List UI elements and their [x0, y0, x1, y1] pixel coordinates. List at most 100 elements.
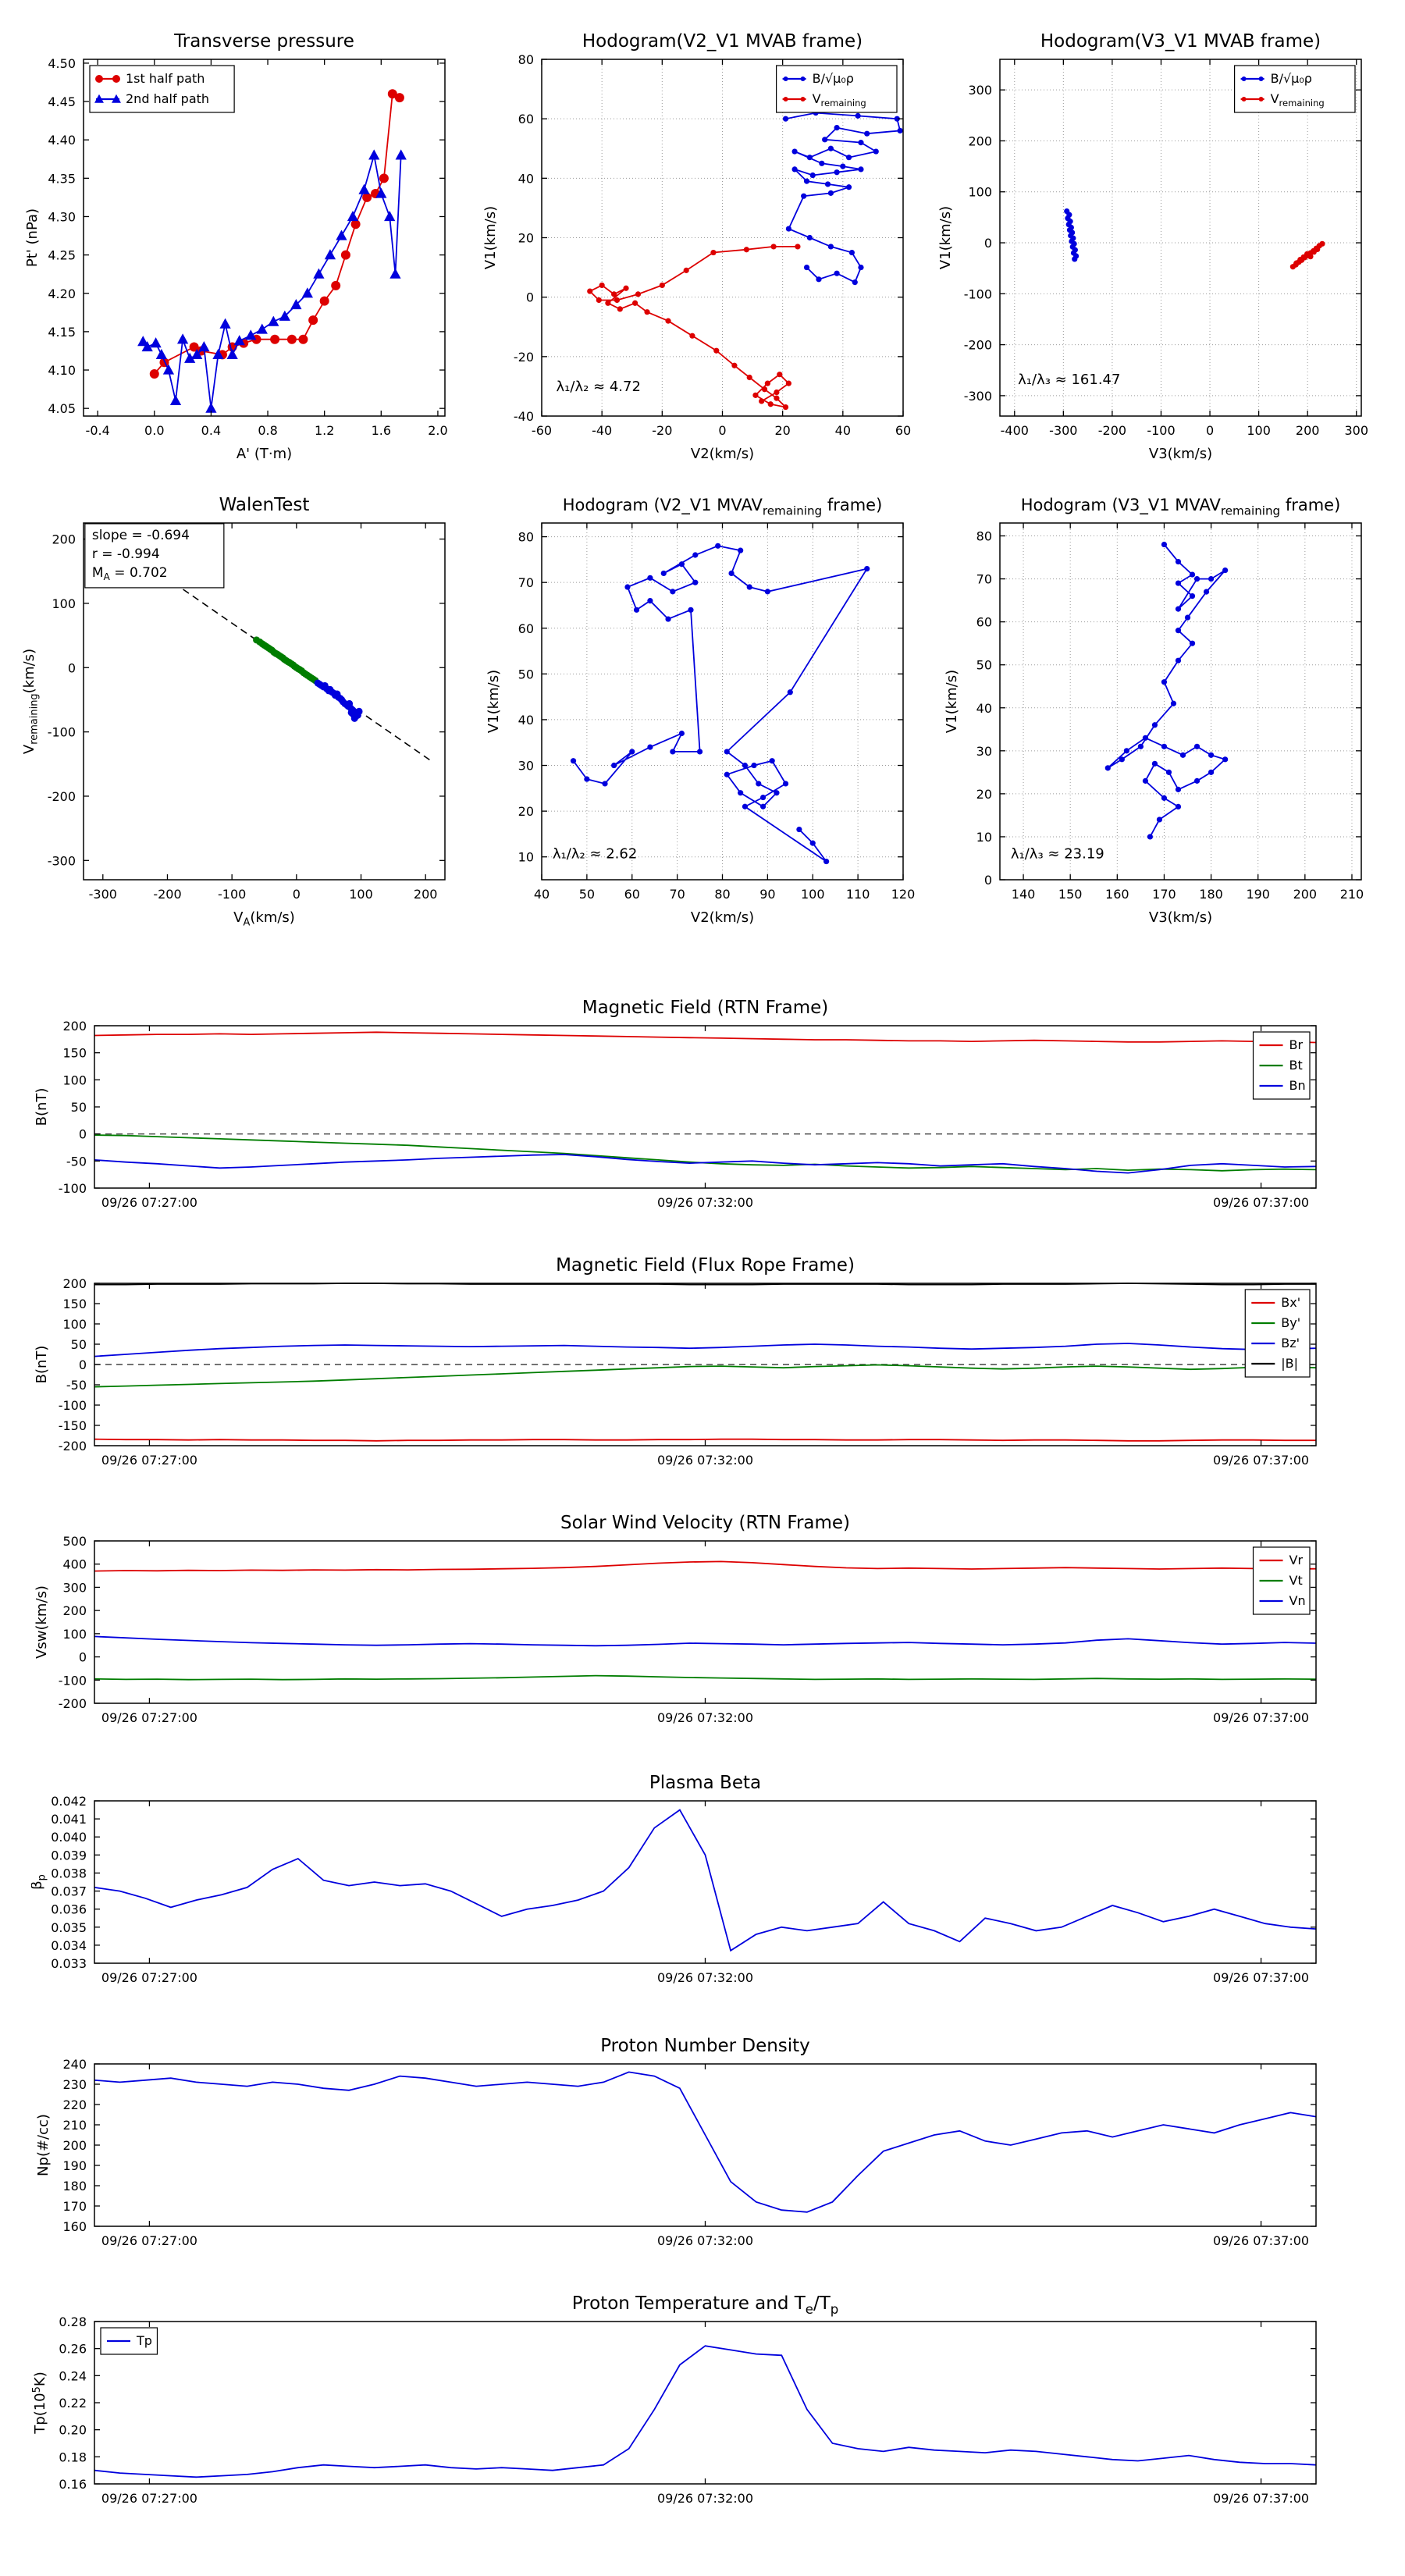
proton-temp-legend: Tp [100, 2327, 158, 2355]
vsw-rtn-svg: 09/26 07:27:00 09/26 07:32:00 09/26 07:37:… [34, 1513, 1317, 1725]
dot-marker [692, 552, 699, 558]
vsw-rtn-ytick-0: -200 [59, 1696, 87, 1711]
dot-marker [800, 97, 806, 101]
hodogram-v2v1-mvav-ytick-6: 70 [518, 575, 534, 590]
walen-test-ylabel: Vremaining(km/s) [21, 649, 41, 754]
triangle-marker [358, 183, 370, 194]
dot-marker [1208, 575, 1215, 582]
dot-marker [611, 291, 617, 297]
proton-temp-xtick-1: 09/26 07:32:00 [657, 2491, 753, 2506]
vsw-rtn-ytick-7: 500 [62, 1534, 87, 1549]
dot-marker [774, 790, 780, 796]
proton-temp-svg: 09/26 07:27:00 09/26 07:32:00 09/26 07:37:… [31, 2293, 1317, 2506]
walen-test-ytick-0: -300 [48, 853, 76, 868]
transverse-pressure-svg: -0.4 0.0 0.4 0.8 1.2 1.6 2.0 4.05 4.10 4.15 4.20 4.… [24, 31, 448, 462]
dot-marker [845, 184, 852, 190]
hodogram-v2v1-mvab-svg: -60 -40 -20 0 20 40 60-40-20020406080Hodogram(… [482, 31, 911, 462]
chart-mag-rtn: 09/26 07:27:00 09/26 07:32:00 09/26 07:37:… [31, 985, 1383, 1221]
proton-temp-legend-label-0: Tp [136, 2333, 152, 2348]
mag-fluxrope-ytick-2: -100 [59, 1398, 87, 1413]
hodogram-v3v1-mvab-xlabel: V3(km/s) [1149, 446, 1212, 462]
triangle-marker [226, 348, 238, 360]
dot-marker [696, 749, 703, 755]
transverse-pressure-ytick-3: 4.20 [48, 286, 76, 301]
circle-marker [379, 173, 389, 183]
plasma-beta-series-beta [94, 1809, 1317, 1952]
proton-temp-ytick-4: 0.24 [59, 2368, 87, 2383]
vsw-rtn-ytick-6: 400 [62, 1557, 87, 1572]
dot-marker [1175, 580, 1182, 586]
mag-fluxrope-legend-label-0: Bx' [1281, 1295, 1300, 1310]
hodogram-v2v1-mvab-legend: B/√μ₀ρ Vremaining [776, 65, 898, 113]
vsw-rtn-legend: Vr Vt Vn [1252, 1546, 1311, 1615]
plasma-beta-ytick-2: 0.035 [51, 1920, 87, 1935]
dot-marker [692, 579, 699, 585]
dot-marker [632, 300, 638, 306]
dot-marker [1137, 743, 1144, 749]
dot-marker [800, 76, 806, 81]
dot-marker [852, 279, 858, 286]
dot-marker [1258, 97, 1264, 101]
proton-temp-ytick-3: 0.22 [59, 2396, 87, 2411]
hodogram-v3v1-mvav-ytick-7: 70 [976, 572, 992, 587]
dot-marker [1161, 795, 1168, 801]
dot-marker [665, 318, 671, 324]
dot-marker [1170, 700, 1177, 706]
proton-density-ytick-3: 190 [62, 2158, 87, 2173]
circle-marker [298, 334, 308, 344]
plasma-beta-xtick-1: 09/26 07:32:00 [657, 1970, 753, 1985]
dot-marker [834, 124, 840, 131]
dot-marker [858, 264, 864, 271]
dot-marker [629, 749, 635, 755]
dot-marker [742, 803, 749, 809]
hodogram-v3v1-mvab-ytick-0: -300 [964, 389, 992, 404]
dot-marker [764, 589, 770, 595]
hodogram-v3v1-mvab-xtick-6: 200 [1296, 423, 1320, 438]
proton-density-xtick-1: 09/26 07:32:00 [657, 2233, 753, 2248]
hodogram-v2v1-mvab-ytick-0: -40 [514, 409, 534, 424]
mag-fluxrope-ytick-0: -200 [59, 1439, 87, 1453]
proton-density-series-np [94, 2071, 1317, 2213]
dot-marker [670, 589, 676, 595]
hodogram-v3v1-mvav-series-b [1107, 543, 1227, 838]
dot-marker [1175, 803, 1182, 809]
dot-marker [647, 575, 653, 581]
hodogram-v2v1-mvav-ytick-4: 50 [518, 667, 534, 681]
transverse-pressure-ytick-4: 4.25 [48, 248, 76, 263]
chart-hodogram-v2v1-mvav: 40 50 60 70 80 90 100 110 120 10 20 30 40 50 60 70 80 Hod… [478, 478, 927, 934]
proton-density-ytick-5: 210 [62, 2118, 87, 2133]
triangle-marker [324, 249, 336, 260]
hodogram-v3v1-mvab-ytick-4: 100 [968, 185, 992, 200]
hodogram-v3v1-mvav-ytick-5: 50 [976, 658, 992, 673]
hodogram-v2v1-mvab-ytick-1: -20 [514, 350, 534, 365]
chart-hodogram-v2v1-mvab: -60 -40 -20 0 20 40 60 -40 -20 0 20 40 60 80 Hodogram(… [478, 14, 927, 471]
hodogram-v2v1-mvav-xtick-6: 100 [801, 887, 825, 902]
hodogram-v3v1-mvav-ytick-4: 40 [976, 701, 992, 716]
dot-marker [858, 166, 864, 173]
hodogram-v3v1-mvav-title: Hodogram (V3_V1 MVAVremaining frame) [1021, 496, 1341, 518]
dot-marker [759, 794, 767, 801]
proton-density-ytick-7: 230 [62, 2077, 87, 2092]
dot-marker [1151, 722, 1158, 728]
mag-fluxrope-legend-label-2: Bz' [1281, 1336, 1300, 1350]
hodogram-v2v1-mvav-xtick-5: 90 [759, 887, 775, 902]
dot-marker [848, 249, 855, 256]
walen-test-ytick-3: 0 [68, 660, 76, 675]
hodogram-v2v1-mvab-xtick-5: 40 [835, 423, 851, 438]
hodogram-v2v1-mvab-xtick-6: 60 [895, 423, 911, 438]
hodogram-v3v1-mvav-xtick-2: 160 [1105, 887, 1129, 902]
walen-test-xtick-5: 200 [414, 887, 438, 902]
walen-test-ytick-1: -200 [48, 789, 76, 804]
dot-marker [1147, 834, 1154, 840]
transverse-pressure-ytick-5: 4.30 [48, 209, 76, 224]
hodogram-v2v1-mvav-ytick-0: 10 [518, 850, 534, 865]
circle-marker [319, 296, 329, 306]
mag-rtn-ytick-6: 200 [62, 1019, 87, 1034]
triangle-marker [389, 268, 401, 279]
dot-marker [624, 584, 631, 590]
dot-marker [1142, 777, 1149, 784]
hodogram-v2v1-mvab-ytick-6: 80 [518, 52, 534, 67]
dot-marker [1175, 786, 1182, 792]
mag-fluxrope-legend: Bx' By' Bz' |B| [1244, 1289, 1311, 1378]
plasma-beta-ytick-1: 0.034 [51, 1938, 87, 1953]
